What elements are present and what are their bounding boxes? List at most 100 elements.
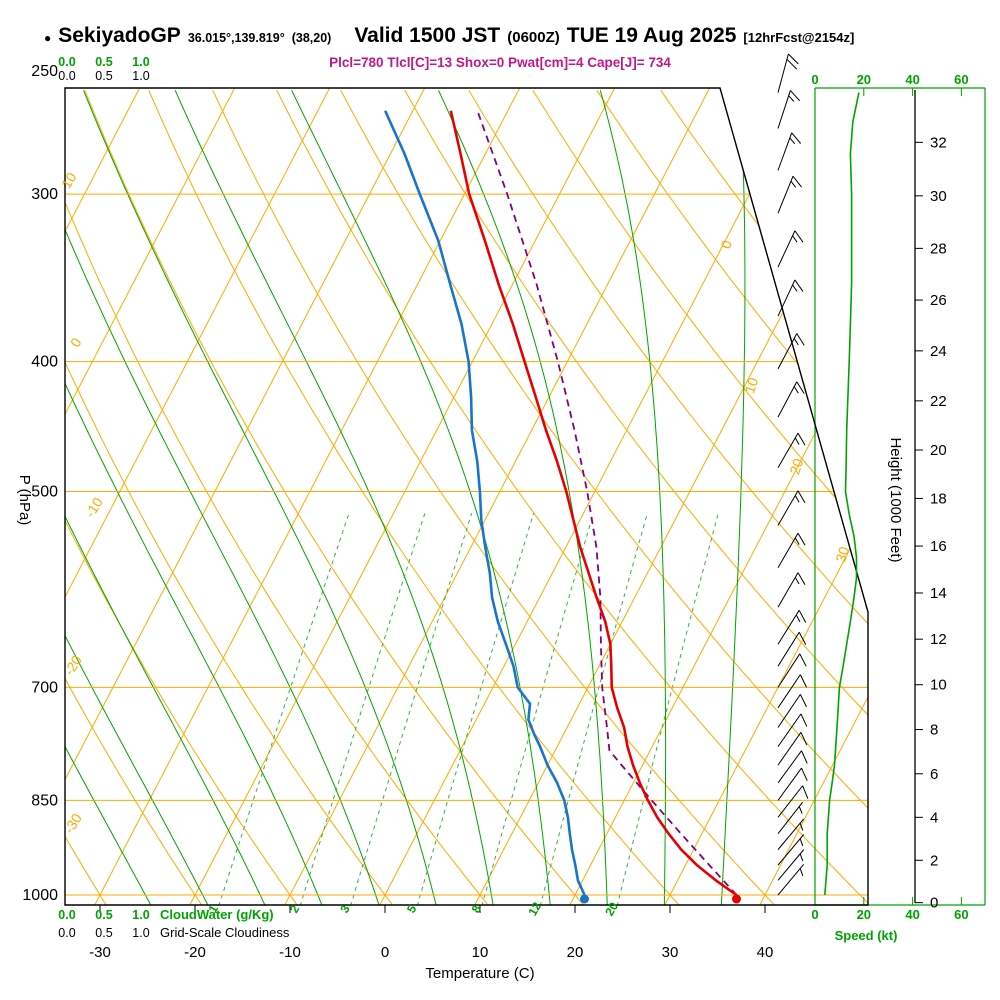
height-tick-label: 22	[930, 393, 947, 410]
isotherm-lines	[65, 88, 868, 905]
title-bar: ● SekiyadoGP 36.015°,139.819° (38,20) Va…	[44, 24, 854, 48]
plot-border	[64, 87, 869, 906]
valid-utc: (0600Z)	[507, 29, 560, 46]
surface-temp-dot	[732, 894, 741, 904]
pressure-tick-label: 850	[31, 792, 58, 809]
cloudiness-scale-top: 0.5	[95, 69, 112, 83]
pressure-tick-label: 300	[31, 186, 58, 203]
speed-curve	[824, 92, 860, 896]
temp-axis-label: Temperature (C)	[425, 965, 534, 982]
isotherm-label: 10	[741, 375, 761, 395]
mixing-ratio-label: 12	[525, 899, 544, 918]
sounding-profiles	[384, 110, 738, 897]
mixing-ratio-label: 20	[602, 899, 621, 918]
dewpoint-curve	[384, 110, 586, 896]
temp-tick-label: -20	[184, 944, 206, 961]
cloudwater-scale-top: 0.0	[58, 55, 75, 69]
temp-tick-label: 10	[472, 944, 489, 961]
adiabat-label: -30	[61, 810, 85, 836]
wind-speed-profile	[824, 92, 860, 896]
dry-adiabat-lines	[65, 90, 868, 905]
valid-date: TUE 19 Aug 2025	[566, 24, 737, 47]
cloudiness-scale-bottom: 0.5	[95, 926, 112, 940]
temp-tick-label: -30	[89, 944, 111, 961]
station-name: SekiyadoGP	[58, 24, 181, 47]
pressure-tick-label: 400	[31, 354, 58, 371]
pressure-tick-label: 250	[31, 63, 58, 80]
speed-tick-top: 0	[811, 72, 818, 87]
height-axis-label: Height (1000 Feet)	[887, 437, 904, 562]
height-tick-label: 12	[930, 631, 947, 648]
height-tick-label: 32	[930, 134, 947, 151]
height-tick-label: 30	[930, 188, 947, 205]
speed-tick-bottom: 60	[954, 907, 968, 922]
temp-tick-label: 20	[567, 944, 584, 961]
isotherm-label: 0	[717, 238, 735, 251]
surface-dewpoint-dot	[580, 894, 589, 904]
cloudwater-scale-bottom: 0.5	[95, 908, 112, 922]
station-coords: 36.015°,139.819°	[187, 31, 285, 45]
height-tick-label: 20	[930, 442, 947, 459]
pressure-axis-label: P (hPa)	[16, 475, 33, 526]
temp-tick-label: -10	[279, 944, 301, 961]
height-tick-label: 14	[930, 585, 947, 602]
height-tick-label: 18	[930, 490, 947, 507]
cloudiness-scale-bottom: 0.0	[58, 926, 75, 940]
temperature-curve	[449, 110, 738, 897]
speed-tick-bottom: 40	[905, 907, 919, 922]
height-tick-label: 10	[930, 677, 947, 694]
parcel-curve	[476, 110, 738, 896]
grid-point: (38,20)	[291, 31, 332, 45]
cloudwater-scale-top: 1.0	[132, 55, 149, 69]
height-tick-label: 26	[930, 292, 947, 309]
stability-params: Plcl=780 Tlcl[C]=13 Shox=0 Pwat[cm]=4 Ca…	[329, 55, 671, 70]
speed-tick-top: 20	[857, 72, 871, 87]
cloudiness-label: Grid-Scale Cloudiness	[160, 925, 290, 940]
adiabat-label: 0	[67, 335, 85, 350]
cloudwater-scale-top: 0.5	[95, 55, 112, 69]
height-tick-label: 8	[930, 722, 938, 739]
forecast-info: [12hrFcst@2154z]	[743, 30, 855, 45]
height-tick-label: 16	[930, 538, 947, 555]
cloudwater-label: CloudWater (g/Kg)	[160, 907, 274, 922]
pressure-tick-label: 1000	[22, 887, 58, 904]
cloudwater-scale-bottom: 0.0	[58, 908, 75, 922]
height-tick-label: 24	[930, 343, 947, 360]
speed-tick-top: 60	[954, 72, 968, 87]
height-tick-label: 6	[930, 766, 938, 783]
mixing-ratio-lines	[218, 513, 719, 905]
pressure-level-lines	[65, 193, 868, 896]
height-tick-label: 2	[930, 852, 938, 869]
adiabat-label: 10	[58, 169, 80, 191]
adiabat-label: -20	[61, 652, 85, 678]
cloudiness-scale-top: 1.0	[132, 69, 149, 83]
isotherm-label: 20	[786, 456, 806, 476]
cloudwater-scale-bottom: 1.0	[132, 908, 149, 922]
speed-tick-bottom: 20	[857, 907, 871, 922]
height-tick-label: 4	[930, 809, 938, 826]
height-tick-label: 28	[930, 240, 947, 257]
cloudiness-scale-top: 0.0	[58, 69, 75, 83]
speed-tick-bottom: 0	[811, 907, 818, 922]
speed-tick-top: 40	[905, 72, 919, 87]
temp-tick-label: 40	[757, 944, 774, 961]
surface-dots	[580, 894, 741, 904]
temp-tick-label: 0	[381, 944, 389, 961]
adiabat-label: -10	[82, 494, 106, 520]
pressure-tick-label: 500	[31, 484, 58, 501]
moist-adiabat-lines	[65, 90, 746, 905]
temp-tick-label: 30	[662, 944, 679, 961]
background-lines	[65, 88, 868, 905]
station-bullet-icon: ●	[44, 31, 52, 45]
isotherm-label: 30	[832, 544, 852, 564]
pressure-tick-label: 700	[31, 679, 58, 696]
height-tick-label: 0	[930, 895, 938, 912]
wind-barbs	[777, 53, 809, 896]
valid-time: Valid 1500 JST	[354, 24, 501, 47]
